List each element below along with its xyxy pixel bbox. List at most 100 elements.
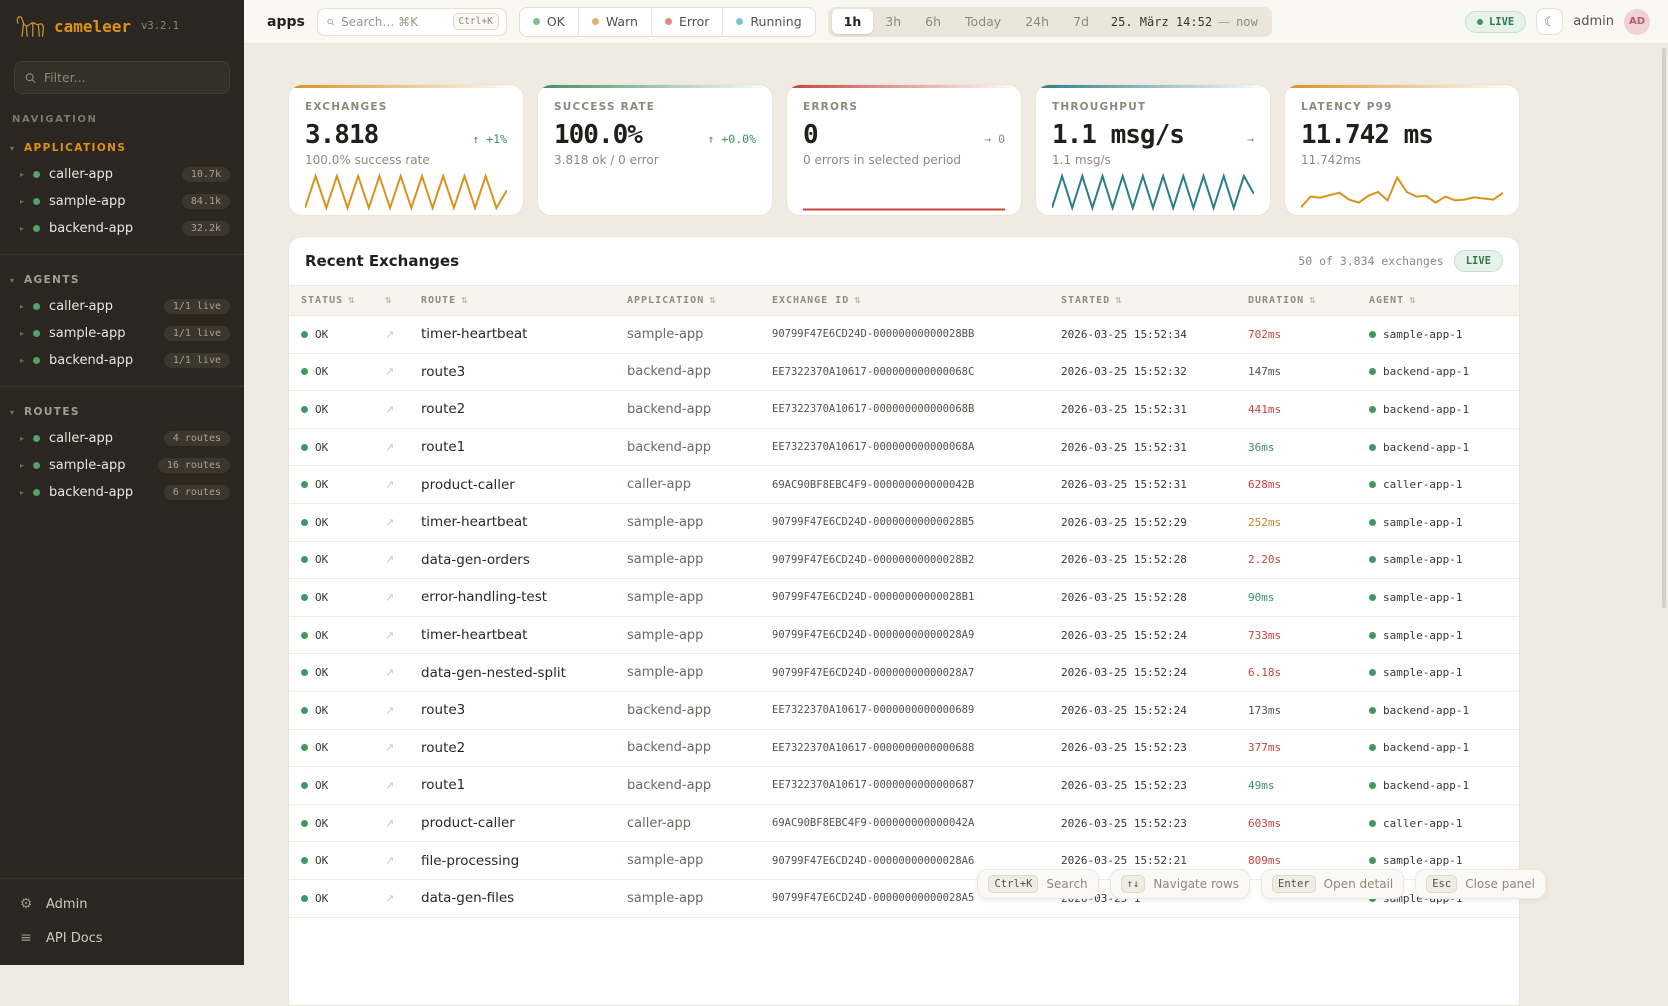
agent-cell: backend-app-1 — [1369, 403, 1519, 416]
open-exchange-icon[interactable]: ↗ — [385, 666, 421, 679]
agent-status-dot-icon — [1369, 556, 1376, 563]
time-range-today[interactable]: Today — [953, 9, 1013, 34]
status-cell: OK — [301, 741, 385, 754]
open-exchange-icon[interactable]: ↗ — [385, 892, 421, 905]
avatar[interactable]: AD — [1624, 9, 1650, 35]
open-exchange-icon[interactable]: ↗ — [385, 741, 421, 754]
column-header-agent[interactable]: AGENT⇅ — [1369, 295, 1519, 306]
status-cell: OK — [301, 478, 385, 491]
status-text: OK — [315, 365, 328, 378]
exchange-count-summary: 50 of 3.834 exchanges — [1298, 254, 1443, 268]
sidebar-filter[interactable] — [14, 61, 230, 94]
open-exchange-icon[interactable]: ↗ — [385, 854, 421, 867]
application-cell: sample-app — [627, 665, 772, 680]
sidebar-section-header-applications[interactable]: ▾APPLICATIONS — [0, 135, 244, 161]
time-range-3h[interactable]: 3h — [873, 9, 913, 34]
status-text: OK — [315, 629, 328, 642]
open-exchange-icon[interactable]: ↗ — [385, 704, 421, 717]
application-cell: backend-app — [627, 740, 772, 755]
column-header-duration[interactable]: DURATION⇅ — [1248, 295, 1369, 306]
status-cell: OK — [301, 591, 385, 604]
exchange-id-cell: 90799F47E6CD24D-00000000000028B2 — [772, 554, 1061, 566]
sidebar-section-header-routes[interactable]: ▾ROUTES — [0, 399, 244, 425]
theme-toggle-button[interactable]: ☾ — [1536, 8, 1563, 35]
filter-input[interactable] — [44, 70, 219, 85]
open-exchange-icon[interactable]: ↗ — [385, 328, 421, 341]
open-exchange-icon[interactable]: ↗ — [385, 516, 421, 529]
open-exchange-icon[interactable]: ↗ — [385, 629, 421, 642]
scrollbar[interactable] — [1662, 48, 1666, 608]
sidebar-footer-api-docs[interactable]: ≡API Docs — [0, 921, 244, 955]
open-exchange-icon[interactable]: ↗ — [385, 817, 421, 830]
ok-status-dot-icon — [301, 669, 308, 676]
status-cell: OK — [301, 817, 385, 830]
open-exchange-icon[interactable]: ↗ — [385, 403, 421, 416]
date-label[interactable]: 25. März 14:52 — [1101, 15, 1218, 29]
status-text: OK — [315, 591, 328, 604]
open-exchange-icon[interactable]: ↗ — [385, 553, 421, 566]
shortcut-key: Ctrl+K — [988, 875, 1038, 893]
time-range-6h[interactable]: 6h — [913, 9, 953, 34]
card-accent-bar — [787, 85, 1021, 88]
time-range-24h[interactable]: 24h — [1013, 9, 1061, 34]
agent-name: sample-app-1 — [1383, 328, 1462, 341]
global-search[interactable]: Ctrl+K — [317, 8, 507, 36]
column-header-route[interactable]: ROUTE⇅ — [421, 295, 627, 306]
status-dot-icon — [33, 357, 40, 364]
shortcut-navigate-rows: ↑↓Navigate rows — [1110, 869, 1250, 899]
column-header-exchange-id[interactable]: EXCHANGE ID⇅ — [772, 295, 1061, 306]
open-exchange-icon[interactable]: ↗ — [385, 591, 421, 604]
sidebar-section-header-agents[interactable]: ▾AGENTS — [0, 267, 244, 293]
status-filter-error[interactable]: Error — [652, 8, 723, 36]
date-now[interactable]: now — [1230, 15, 1268, 29]
status-filter-ok[interactable]: OK — [520, 8, 579, 36]
column-label: EXCHANGE ID — [772, 295, 849, 306]
exchange-id-cell: 90799F47E6CD24D-00000000000028A6 — [772, 855, 1061, 867]
open-exchange-icon[interactable]: ↗ — [385, 365, 421, 378]
live-badge[interactable]: LIVE — [1465, 11, 1526, 33]
open-exchange-icon[interactable]: ↗ — [385, 779, 421, 792]
agent-name: sample-app-1 — [1383, 516, 1462, 529]
route-cell: route3 — [421, 702, 627, 718]
time-range-1h[interactable]: 1h — [832, 9, 874, 34]
column-header-status[interactable]: STATUS⇅ — [301, 295, 385, 306]
route-cell: timer-heartbeat — [421, 326, 627, 342]
status-text: OK — [315, 478, 328, 491]
route-cell: file-processing — [421, 853, 627, 869]
search-input[interactable] — [341, 15, 445, 29]
status-filter-running[interactable]: Running — [723, 8, 814, 36]
column-header-link[interactable]: ⇅ — [385, 296, 421, 305]
open-exchange-icon[interactable]: ↗ — [385, 441, 421, 454]
column-header-started[interactable]: STARTED⇅ — [1061, 295, 1248, 306]
agent-name: caller-app-1 — [1383, 478, 1462, 491]
sidebar-footer-admin[interactable]: ⚙Admin — [0, 887, 244, 921]
open-exchange-icon[interactable]: ↗ — [385, 478, 421, 491]
column-header-application[interactable]: APPLICATION⇅ — [627, 295, 772, 306]
time-range-7d[interactable]: 7d — [1061, 9, 1101, 34]
stat-delta: ↑ +1% — [472, 132, 507, 146]
status-filter-warn[interactable]: Warn — [579, 8, 652, 36]
